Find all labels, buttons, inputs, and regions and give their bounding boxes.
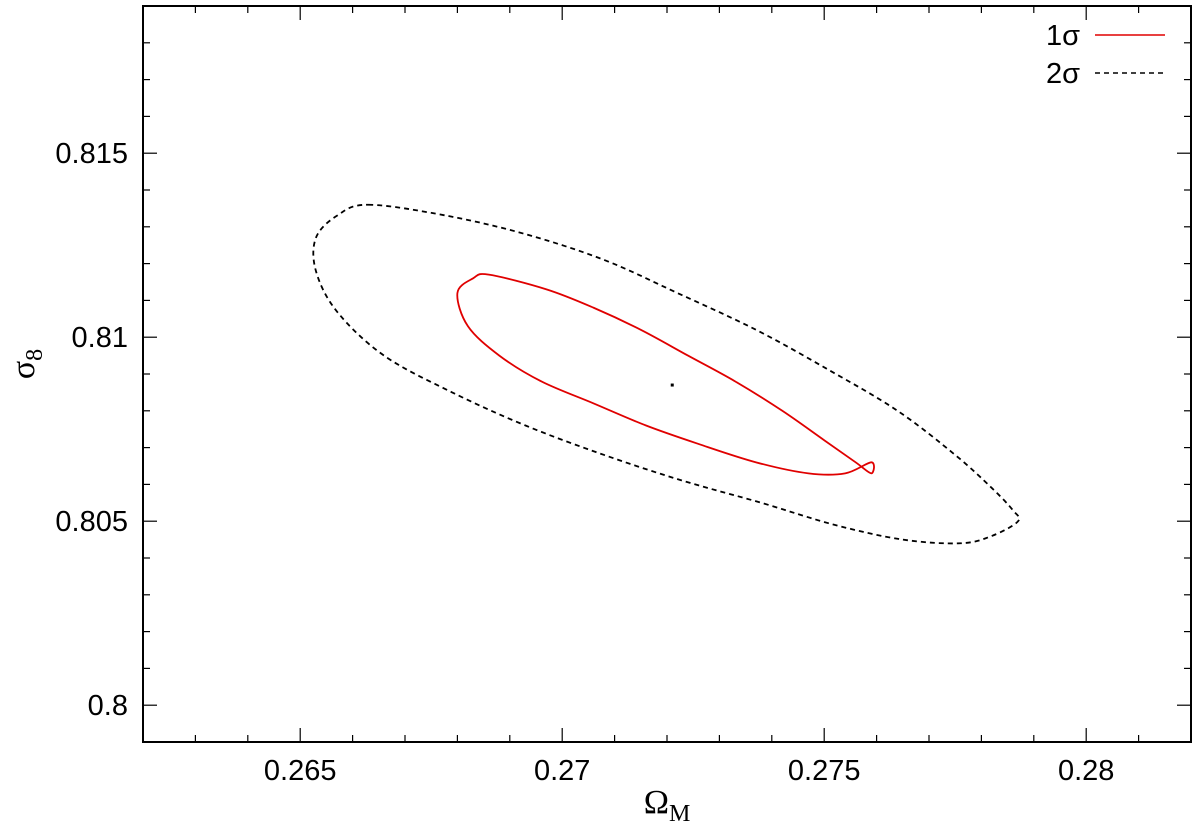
- x-tick-label: 0.265: [264, 755, 337, 787]
- legend-label-2sigma: 2σ: [1046, 58, 1080, 90]
- x-axis-label-main: Ω: [644, 784, 669, 821]
- contour-curves: [312, 203, 1021, 545]
- x-tick-label: 0.275: [788, 755, 861, 787]
- y-axis-label: σ8: [5, 349, 48, 379]
- legend-label-1sigma: 1σ: [1046, 20, 1080, 52]
- y-tick-label: 0.81: [72, 322, 128, 354]
- best-fit-point: [670, 383, 674, 387]
- tick-labels: 0.265 0.27 0.275 0.28 0.8 0.805 0.81 0.815: [55, 138, 1114, 787]
- y-tick-label: 0.805: [55, 506, 128, 538]
- contour-1sigma: [456, 273, 875, 476]
- y-axis-label-main: σ: [5, 361, 42, 379]
- axis-ticks: [142, 5, 1192, 743]
- y-tick-label: 0.8: [88, 690, 128, 722]
- x-axis-label: ΩM: [644, 784, 691, 827]
- legend: 1σ 2σ: [1046, 20, 1165, 90]
- x-tick-label: 0.28: [1058, 755, 1114, 787]
- x-axis-label-subscript: M: [669, 801, 690, 827]
- x-tick-label: 0.27: [534, 755, 590, 787]
- y-tick-label: 0.815: [55, 138, 128, 170]
- contour-2sigma: [312, 203, 1021, 545]
- plot-frame: [142, 5, 1192, 743]
- y-axis-label-subscript: 8: [22, 349, 48, 361]
